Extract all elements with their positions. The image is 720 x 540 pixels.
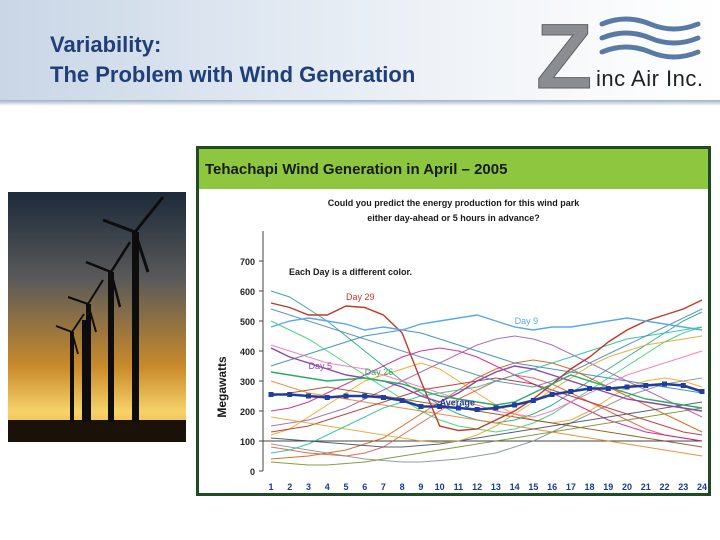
average-point [268,392,274,397]
company-logo: Z [536,8,701,94]
x-tick-label: 3 [306,482,311,492]
x-tick-label: 7 [381,482,386,492]
labeled-day-series-line [270,371,703,409]
x-tick-label: 18 [585,482,595,492]
logo-wave-icon [599,16,701,60]
x-tick-label: 15 [528,482,538,492]
x-tick-label: 14 [510,482,520,492]
series-label: Average [440,398,475,408]
chart-subtitle-line2: either day-ahead or 5 hours in advance? [367,213,540,223]
y-tick-label: 0 [250,467,255,477]
average-point [305,393,311,399]
series-label: Day 9 [515,316,539,326]
average-point [605,386,611,391]
day-series-line [270,380,703,457]
x-tick-label: 21 [641,482,651,492]
average-point [380,395,386,400]
x-tick-label: 4 [325,482,330,492]
x-tick-label: 11 [454,482,464,492]
day-series-line [270,347,703,442]
y-tick-label: 600 [240,287,255,297]
y-tick-label: 700 [240,257,255,267]
day-series-line [270,326,703,454]
slide-title: Variability: The Problem with Wind Gener… [50,30,415,90]
average-point [549,392,555,397]
average-point [324,395,330,400]
average-point [455,405,461,411]
day-series-line [270,359,703,460]
y-tick-label: 400 [240,347,255,357]
x-tick-label: 19 [603,482,613,492]
day-series-line [270,335,703,444]
average-point [662,381,668,387]
chart-note: Each Day is a different color. [289,267,412,277]
chart-panel: Tehachapi Wind Generation in April – 200… [199,149,708,493]
labeled-day-series-line [270,314,703,331]
chart-frame: Tehachapi Wind Generation in April – 200… [196,146,711,496]
wind-turbines-photo [8,192,186,442]
average-point [418,404,424,409]
average-point [680,383,686,388]
slide-header-band [0,0,720,100]
x-tick-label: 8 [400,482,405,492]
turbine-silhouettes-icon [55,196,165,422]
average-point [493,405,499,411]
chart-title: Tehachapi Wind Generation in April – 200… [205,161,508,178]
logo-text: inc Air Inc. [596,66,704,91]
day-series-line [270,308,703,388]
chart-header-band: Tehachapi Wind Generation in April – 200… [199,149,708,189]
x-tick-label: 12 [472,482,482,492]
x-tick-label: 2 [287,482,292,492]
day-series-line [270,401,703,448]
logo-letter: Z [536,8,592,94]
series-label: Day 26 [365,367,394,377]
average-point [568,389,574,394]
series-label: Day 5 [308,361,332,371]
average-point [399,398,405,403]
x-tick-label: 1 [268,482,273,492]
average-point [512,402,518,408]
labeled-day-series-line [270,299,703,432]
x-tick-label: 9 [418,482,423,492]
average-point [643,383,649,388]
average-point [624,384,630,390]
average-point [343,393,349,399]
header-divider [0,100,720,106]
day-series-line [270,386,703,448]
average-point [474,407,480,412]
day-series-line [270,329,703,394]
x-tick-label: 17 [566,482,576,492]
average-series-line [271,382,703,411]
day-series-line [270,377,703,463]
day-series-line [270,335,703,427]
x-tick-label: 23 [678,482,688,492]
y-tick-label: 100 [240,437,255,447]
x-tick-label: 6 [362,482,367,492]
average-point [287,392,293,397]
day-series-line [270,407,703,466]
slide-title-line1: Variability: [50,32,162,57]
x-tick-label: 10 [435,482,445,492]
day-series-line [270,377,703,436]
y-tick-label: 500 [240,317,255,327]
x-tick-label: 16 [547,482,557,492]
labeled-day-series-line [270,347,703,412]
average-point [362,393,368,399]
chart-subtitle-line1: Could you predict the energy production … [327,198,580,208]
x-tick-label: 22 [660,482,670,492]
average-point [437,404,443,409]
x-tick-label: 20 [622,482,632,492]
y-tick-label: 200 [240,407,255,417]
average-point [530,398,536,403]
average-point [587,386,593,391]
series-label: Day 29 [346,292,375,302]
x-tick-label: 24 [697,482,707,492]
y-axis-label: Megawatts [215,356,229,418]
average-point [699,389,705,394]
x-tick-label: 13 [491,482,501,492]
slide-title-line2: The Problem with Wind Generation [50,62,416,87]
y-tick-label: 300 [240,377,255,387]
x-tick-label: 5 [343,482,348,492]
